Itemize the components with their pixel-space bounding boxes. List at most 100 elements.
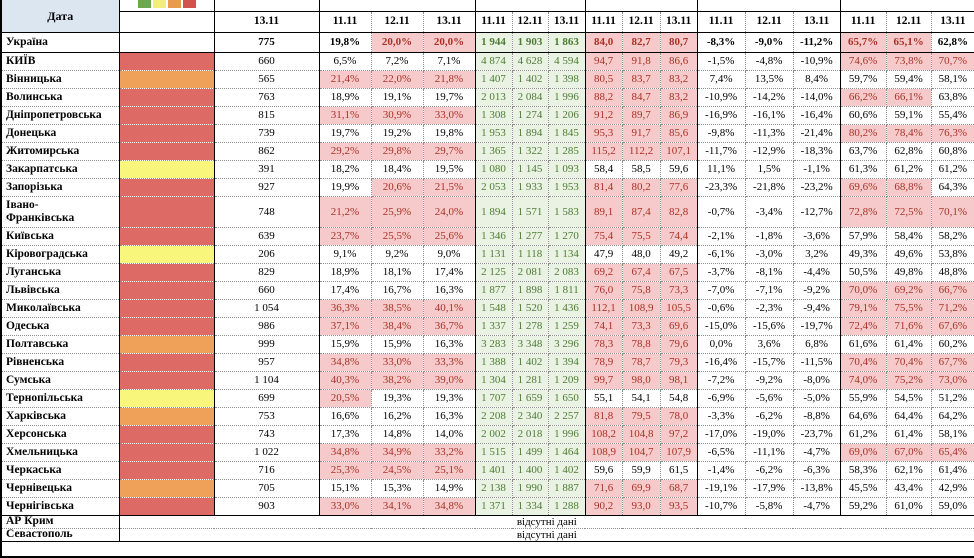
value-cell: 70,0% — [840, 281, 887, 300]
value-cell: -3,3% — [697, 407, 746, 426]
value-cell: 61,5 — [660, 461, 698, 480]
value-cell: 1 334 — [512, 497, 549, 516]
status-indicator-cell — [119, 160, 215, 179]
value-cell: 1 277 — [512, 227, 549, 246]
legend-color-swatch — [137, 0, 151, 8]
table-row: Рівненська 957 34,8% 33,0% 33,3% 1 388 1 402 1 … — [1, 353, 974, 372]
value-cell: 79,5 — [622, 407, 661, 426]
value-cell: 3 283 — [475, 335, 513, 354]
region-name-cell: Севастополь — [1, 528, 120, 542]
value-cell: 1 877 — [475, 281, 513, 300]
value-cell: 68,7 — [660, 479, 698, 498]
value-cell: 1 464 — [548, 443, 586, 462]
value-cell: 25,1% — [423, 461, 476, 480]
value-cell: 83,2 — [660, 70, 698, 89]
value-cell: -13,8% — [793, 479, 841, 498]
value-cell: 40,1% — [423, 299, 476, 318]
region-name-cell: Івано- Франківська — [1, 196, 120, 228]
value-cell: 67,6% — [931, 317, 974, 336]
value-cell: 54,5% — [886, 389, 932, 408]
value-cell: 98,1 — [660, 371, 698, 390]
value-cell: 1 659 — [512, 389, 549, 408]
value-cell: 903 — [214, 497, 320, 516]
value-cell: 73,0% — [931, 371, 974, 390]
value-cell: 1 259 — [548, 317, 586, 336]
date-header: 12.11 — [745, 11, 794, 33]
value-cell: 80,2% — [840, 124, 887, 143]
value-cell: 15,1% — [319, 479, 372, 498]
value-cell: 753 — [214, 407, 320, 426]
status-indicator-cell — [119, 227, 215, 246]
value-cell: 14,0% — [423, 425, 476, 444]
value-cell: -15,6% — [745, 317, 794, 336]
value-cell: 1 845 — [548, 124, 586, 143]
date-header: 13.11 — [548, 11, 586, 33]
value-cell: 1 520 — [512, 299, 549, 318]
legend-color-swatch — [167, 0, 181, 8]
value-cell: 72,5% — [886, 196, 932, 228]
value-cell: 58,3% — [840, 461, 887, 480]
value-cell: -11,3% — [745, 124, 794, 143]
value-cell: 1 996 — [548, 88, 586, 107]
value-cell: 19,5% — [423, 160, 476, 179]
date-header: 13.11 — [793, 11, 841, 33]
value-cell: 1 346 — [475, 227, 513, 246]
value-cell: 71,2% — [931, 299, 974, 318]
value-cell: -10,9% — [793, 52, 841, 71]
value-cell: -23,3% — [697, 178, 746, 197]
value-cell: -16,1% — [745, 106, 794, 125]
value-cell: 743 — [214, 425, 320, 444]
value-cell: -9,8% — [697, 124, 746, 143]
value-cell: 57,9% — [840, 227, 887, 246]
value-cell: -5,6% — [745, 389, 794, 408]
value-cell: 660 — [214, 52, 320, 71]
value-cell: 2 081 — [512, 263, 549, 282]
region-name-cell: Черкаська — [1, 461, 120, 480]
value-cell: -10,9% — [697, 88, 746, 107]
value-cell: 19,8% — [319, 32, 372, 53]
value-cell: 20,0% — [371, 32, 424, 53]
value-cell: 91,2 — [585, 106, 623, 125]
value-cell: 36,3% — [319, 299, 372, 318]
value-cell: 20,5% — [319, 389, 372, 408]
value-cell: 62,8% — [931, 32, 974, 53]
value-cell: 91,8 — [622, 52, 661, 71]
value-cell: 25,9% — [371, 196, 424, 228]
value-cell: 69,2 — [585, 263, 623, 282]
value-cell: 65,1% — [886, 32, 932, 53]
value-cell: 1 337 — [475, 317, 513, 336]
value-cell: -6,1% — [697, 245, 746, 264]
value-cell: 34,1% — [371, 497, 424, 516]
value-cell: 79,6 — [660, 335, 698, 354]
value-cell: 0,0% — [697, 335, 746, 354]
value-cell: 16,3% — [423, 407, 476, 426]
value-cell: 1 402 — [548, 461, 586, 480]
value-cell: -4,7% — [793, 497, 841, 516]
value-cell: -12,9% — [745, 142, 794, 161]
table-row: Івано- Франківська 748 21,2% 25,9% 24,0% 1 894… — [1, 196, 974, 228]
value-cell: 74,6% — [840, 52, 887, 71]
table-row: КИЇВ 660 6,5% 7,2% 7,1% 4 874 4 628 4 594 94,7 91… — [1, 52, 974, 71]
value-cell: 112,2 — [622, 142, 661, 161]
value-cell: 1 308 — [475, 106, 513, 125]
value-cell: 3,2% — [793, 245, 841, 264]
value-cell: 78,0 — [660, 407, 698, 426]
value-cell: -4,4% — [793, 263, 841, 282]
value-cell: 75,2% — [886, 371, 932, 390]
value-cell: 49,3% — [840, 245, 887, 264]
value-cell: 39,0% — [423, 371, 476, 390]
value-cell: 16,6% — [319, 407, 372, 426]
value-cell: 54,8 — [660, 389, 698, 408]
value-cell: 1 401 — [475, 461, 513, 480]
value-cell: -15,0% — [697, 317, 746, 336]
value-cell: 16,7% — [371, 281, 424, 300]
value-cell: 1 953 — [548, 178, 586, 197]
value-cell: 91,7 — [622, 124, 661, 143]
group-header-cell — [319, 0, 476, 12]
value-cell: 67,5 — [660, 263, 698, 282]
value-cell: -6,3% — [793, 461, 841, 480]
value-cell: -1,1% — [793, 160, 841, 179]
value-cell: -8,8% — [793, 407, 841, 426]
value-cell: 16,2% — [371, 407, 424, 426]
